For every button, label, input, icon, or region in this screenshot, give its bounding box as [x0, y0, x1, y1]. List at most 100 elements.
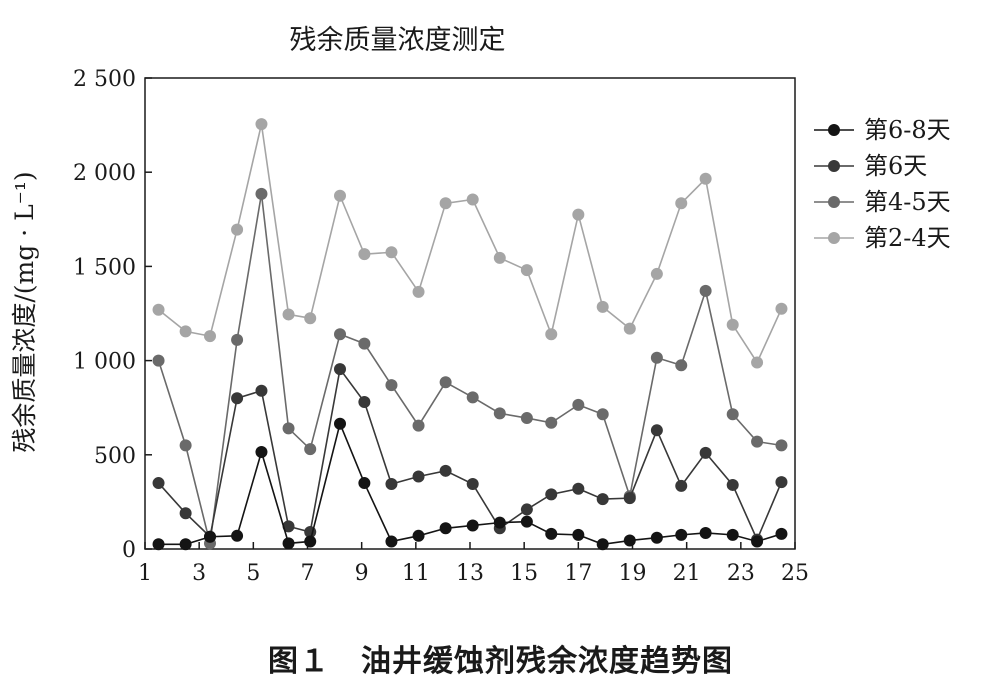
data-point	[282, 520, 295, 533]
data-point	[152, 538, 165, 551]
y-axis-label: 残余质量浓度/(mg · L⁻¹)	[10, 171, 39, 452]
data-point	[775, 439, 788, 452]
data-point	[650, 351, 663, 364]
legend-marker	[828, 232, 840, 244]
data-point	[699, 172, 712, 185]
data-point	[623, 492, 636, 505]
series	[152, 417, 788, 551]
data-point	[358, 248, 371, 261]
data-point	[520, 412, 533, 425]
data-point	[775, 527, 788, 540]
data-point	[334, 189, 346, 202]
x-tick-label: 17	[564, 561, 592, 586]
data-point	[699, 446, 712, 459]
data-point	[204, 330, 216, 343]
data-point	[726, 528, 739, 541]
x-tick-label: 15	[510, 561, 538, 586]
data-point	[204, 530, 216, 543]
y-tick-label: 1 000	[73, 350, 136, 375]
data-point	[545, 416, 558, 429]
data-point	[152, 303, 165, 316]
x-tick-label: 23	[727, 561, 755, 586]
data-point	[699, 526, 712, 539]
data-point	[412, 470, 425, 483]
data-point	[675, 479, 688, 492]
data-point	[255, 187, 268, 200]
series	[152, 187, 788, 550]
series-line	[157, 193, 782, 544]
data-point	[751, 356, 764, 369]
x-tick-label: 5	[246, 561, 260, 586]
x-tick-label: 13	[456, 561, 484, 586]
data-point	[334, 417, 346, 430]
legend-item: 第6天	[814, 152, 927, 180]
y-tick-label: 2 000	[73, 161, 136, 186]
data-point	[358, 396, 371, 409]
y-tick-label: 1 500	[73, 255, 136, 280]
data-point	[412, 419, 425, 432]
legend-marker	[828, 124, 840, 136]
data-point	[699, 284, 712, 297]
data-point	[179, 538, 192, 551]
legend-item: 第2-4天	[814, 224, 951, 252]
x-tick-label: 7	[301, 561, 315, 586]
data-point	[520, 264, 533, 277]
data-point	[751, 435, 764, 448]
data-point	[572, 208, 585, 221]
data-point	[466, 519, 479, 532]
data-point	[358, 477, 371, 490]
data-point	[439, 522, 452, 535]
data-point	[726, 318, 739, 331]
data-point	[179, 507, 192, 520]
data-point	[255, 118, 268, 131]
data-point	[439, 197, 452, 210]
data-point	[596, 493, 609, 506]
data-point	[282, 308, 295, 321]
legend-item: 第6-8天	[814, 116, 951, 144]
data-point	[775, 476, 788, 489]
data-point	[231, 392, 244, 405]
data-point	[623, 534, 636, 547]
data-point	[572, 398, 585, 411]
data-point	[255, 384, 268, 397]
data-point	[152, 477, 165, 490]
series	[152, 363, 788, 546]
data-point	[650, 531, 663, 544]
legend-marker	[828, 160, 840, 172]
data-point	[385, 478, 398, 491]
data-point	[231, 529, 244, 542]
figure-caption: 图１ 油井缓蚀剂残余浓度趋势图	[268, 644, 733, 679]
data-point	[358, 337, 371, 350]
data-point	[231, 333, 244, 346]
x-tick-label: 1	[138, 561, 152, 586]
data-point	[412, 529, 425, 542]
data-point	[726, 478, 739, 491]
data-point	[596, 408, 609, 421]
x-tick-label: 11	[402, 561, 430, 586]
data-point	[385, 246, 398, 259]
legend-item: 第4-5天	[814, 188, 951, 216]
data-point	[545, 527, 558, 540]
data-point	[623, 322, 636, 335]
legend-label: 第4-5天	[864, 188, 951, 216]
data-point	[466, 193, 479, 206]
legend-label: 第6-8天	[864, 116, 951, 144]
data-point	[385, 379, 398, 392]
series-line	[158, 123, 783, 365]
data-point	[493, 516, 506, 529]
data-point	[304, 535, 317, 548]
data-point	[675, 197, 688, 210]
data-point	[439, 376, 452, 389]
data-point	[726, 408, 739, 421]
series	[152, 118, 788, 369]
chart-title: 残余质量浓度测定	[289, 25, 506, 56]
data-point	[675, 359, 688, 372]
x-tick-label: 9	[355, 561, 369, 586]
data-point	[545, 328, 558, 341]
data-point	[572, 482, 585, 495]
legend-label: 第2-4天	[864, 224, 951, 252]
data-point	[520, 503, 533, 516]
data-point	[412, 285, 425, 298]
data-point	[493, 251, 506, 264]
data-point	[466, 478, 479, 491]
